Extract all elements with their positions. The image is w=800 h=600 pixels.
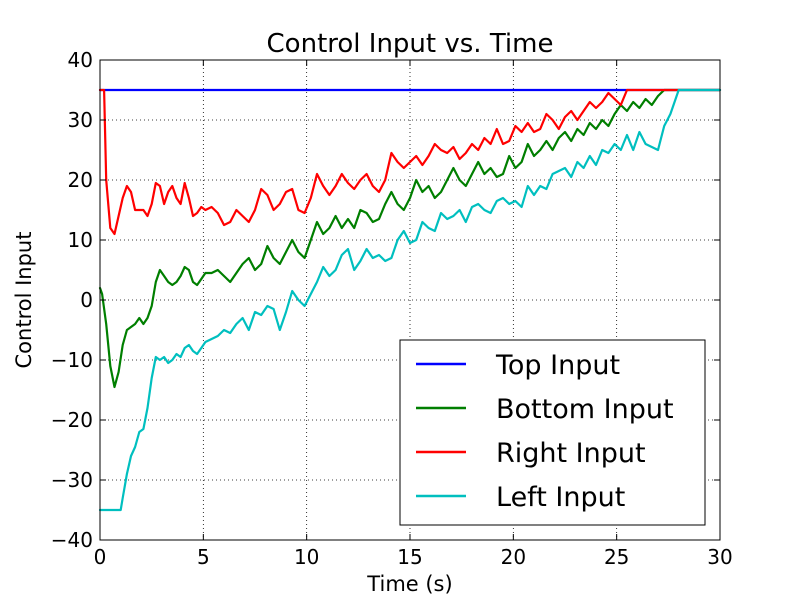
y-tick-label: 0	[80, 288, 93, 312]
y-tick-label: −10	[51, 348, 93, 372]
legend-label: Right Input	[496, 438, 646, 469]
legend: Top Input Bottom Input Right Input Left Inp…	[399, 339, 706, 526]
y-tick-label: 30	[68, 108, 93, 132]
x-tick-label: 10	[294, 545, 319, 569]
y-tick-label: 10	[68, 228, 93, 252]
legend-label: Top Input	[495, 350, 620, 381]
x-tick-label: 25	[604, 545, 629, 569]
axis-ticks: 0 5 10 15 20 25 30 −40 −30 −20 −10 0 10 20 30 40	[51, 48, 733, 569]
x-tick-label: 15	[397, 545, 422, 569]
legend-label: Bottom Input	[496, 394, 674, 425]
x-tick-label: 5	[197, 545, 210, 569]
legend-box	[399, 339, 706, 526]
x-tick-label: 30	[707, 545, 732, 569]
legend-label: Left Input	[496, 482, 625, 513]
y-tick-label: 40	[68, 48, 93, 72]
chart-title: Control Input vs. Time	[267, 29, 554, 59]
series-line-bottom-input	[98, 88, 722, 389]
y-tick-label: 20	[68, 168, 93, 192]
plot-lines	[98, 88, 722, 512]
y-tick-label: −40	[51, 528, 93, 552]
x-tick-label: 20	[501, 545, 526, 569]
y-tick-label: −20	[51, 408, 93, 432]
x-axis-label: Time (s)	[366, 572, 452, 596]
y-tick-label: −30	[51, 468, 93, 492]
series-line-right-input	[98, 88, 722, 236]
x-tick-label: 0	[94, 545, 107, 569]
y-axis-label: Control Input	[12, 232, 36, 369]
series-line-left-input	[98, 88, 722, 512]
